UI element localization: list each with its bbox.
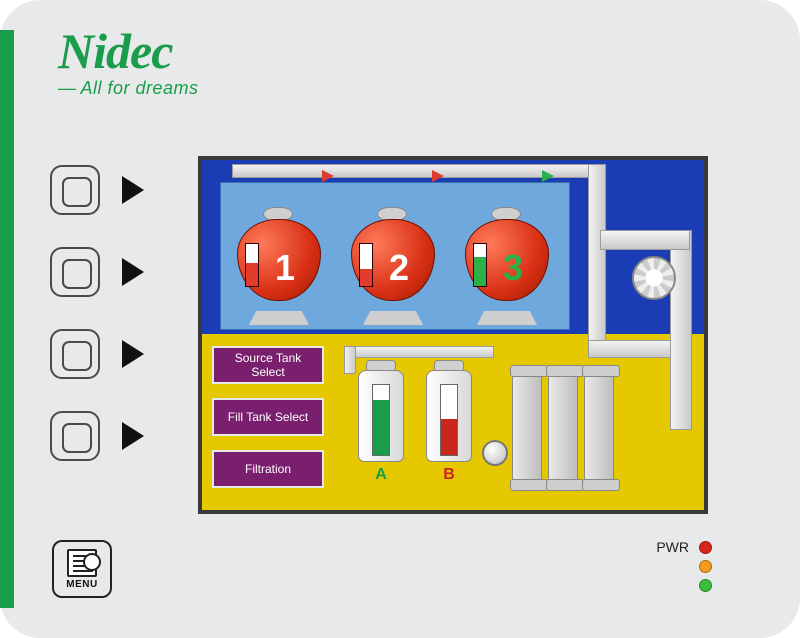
led-amber [699, 560, 712, 573]
source-tank-3[interactable]: 3 [459, 213, 555, 325]
fill-b-level [440, 384, 458, 456]
brand-tagline: All for dreams [58, 78, 199, 99]
flow-arrow-3-icon [542, 170, 554, 182]
softkey-1-arrow-icon [122, 176, 144, 204]
menu-button[interactable]: MENU [52, 540, 112, 598]
softkey-3[interactable] [50, 329, 100, 379]
pump-icon [482, 440, 508, 466]
flow-arrow-2-icon [432, 170, 444, 182]
fill-tank-select-button[interactable]: Fill Tank Select [212, 398, 324, 436]
softkey-2[interactable] [50, 247, 100, 297]
pipe-mid [344, 346, 494, 358]
screen-menu: Source Tank Select Fill Tank Select Filt… [212, 346, 324, 488]
tank-3-number: 3 [503, 247, 523, 289]
softkey-3-arrow-icon [122, 340, 144, 368]
led-stack [699, 541, 712, 592]
fill-a-tag: A [352, 466, 410, 484]
brand-stripe [0, 30, 14, 608]
power-label: PWR [656, 539, 689, 555]
brand-name: Nidec [58, 22, 199, 80]
tank-3-gauge [473, 243, 487, 287]
led-green [699, 579, 712, 592]
flow-arrow-1-icon [322, 170, 334, 182]
softkey-4-arrow-icon [122, 422, 144, 450]
menu-label: MENU [66, 579, 97, 590]
filter-column-2 [548, 370, 578, 486]
valve-wheel-icon [632, 256, 676, 300]
power-status: PWR [656, 541, 712, 592]
pipe-valve-out [600, 230, 690, 250]
fill-a-level [372, 384, 390, 456]
pipe-top-header [232, 164, 592, 178]
led-red [699, 541, 712, 554]
source-tank-1[interactable]: 1 [231, 213, 327, 325]
filter-column-1 [512, 370, 542, 486]
fill-tanks: A B [352, 360, 478, 480]
tank-2-number: 2 [389, 247, 409, 289]
source-tank-panel: 1 2 3 [220, 182, 570, 330]
source-tank-2[interactable]: 2 [345, 213, 441, 325]
filtration-button[interactable]: Filtration [212, 450, 324, 488]
softkey-4[interactable] [50, 411, 100, 461]
fill-tank-a[interactable]: A [352, 360, 410, 480]
fill-tank-b[interactable]: B [420, 360, 478, 480]
softkey-1[interactable] [50, 165, 100, 215]
hmi-device-panel: Nidec All for dreams MENU PWR [0, 0, 800, 638]
softkey-column [50, 165, 144, 461]
tank-2-gauge [359, 243, 373, 287]
screen-frame: 1 2 3 [198, 156, 708, 514]
source-tank-select-button[interactable]: Source Tank Select [212, 346, 324, 384]
pipe-right-down [588, 164, 606, 344]
menu-icon [67, 549, 97, 577]
hmi-screen[interactable]: 1 2 3 [202, 160, 704, 510]
filtration-unit [512, 370, 614, 486]
pipe-far-right [670, 230, 692, 430]
softkey-2-arrow-icon [122, 258, 144, 286]
tank-foot-icon [363, 311, 423, 325]
tank-foot-icon [249, 311, 309, 325]
tank-1-gauge [245, 243, 259, 287]
fill-b-tag: B [420, 466, 478, 484]
brand-logo: Nidec All for dreams [58, 22, 199, 99]
tank-foot-icon [477, 311, 537, 325]
filter-column-3 [584, 370, 614, 486]
tank-1-number: 1 [275, 247, 295, 289]
